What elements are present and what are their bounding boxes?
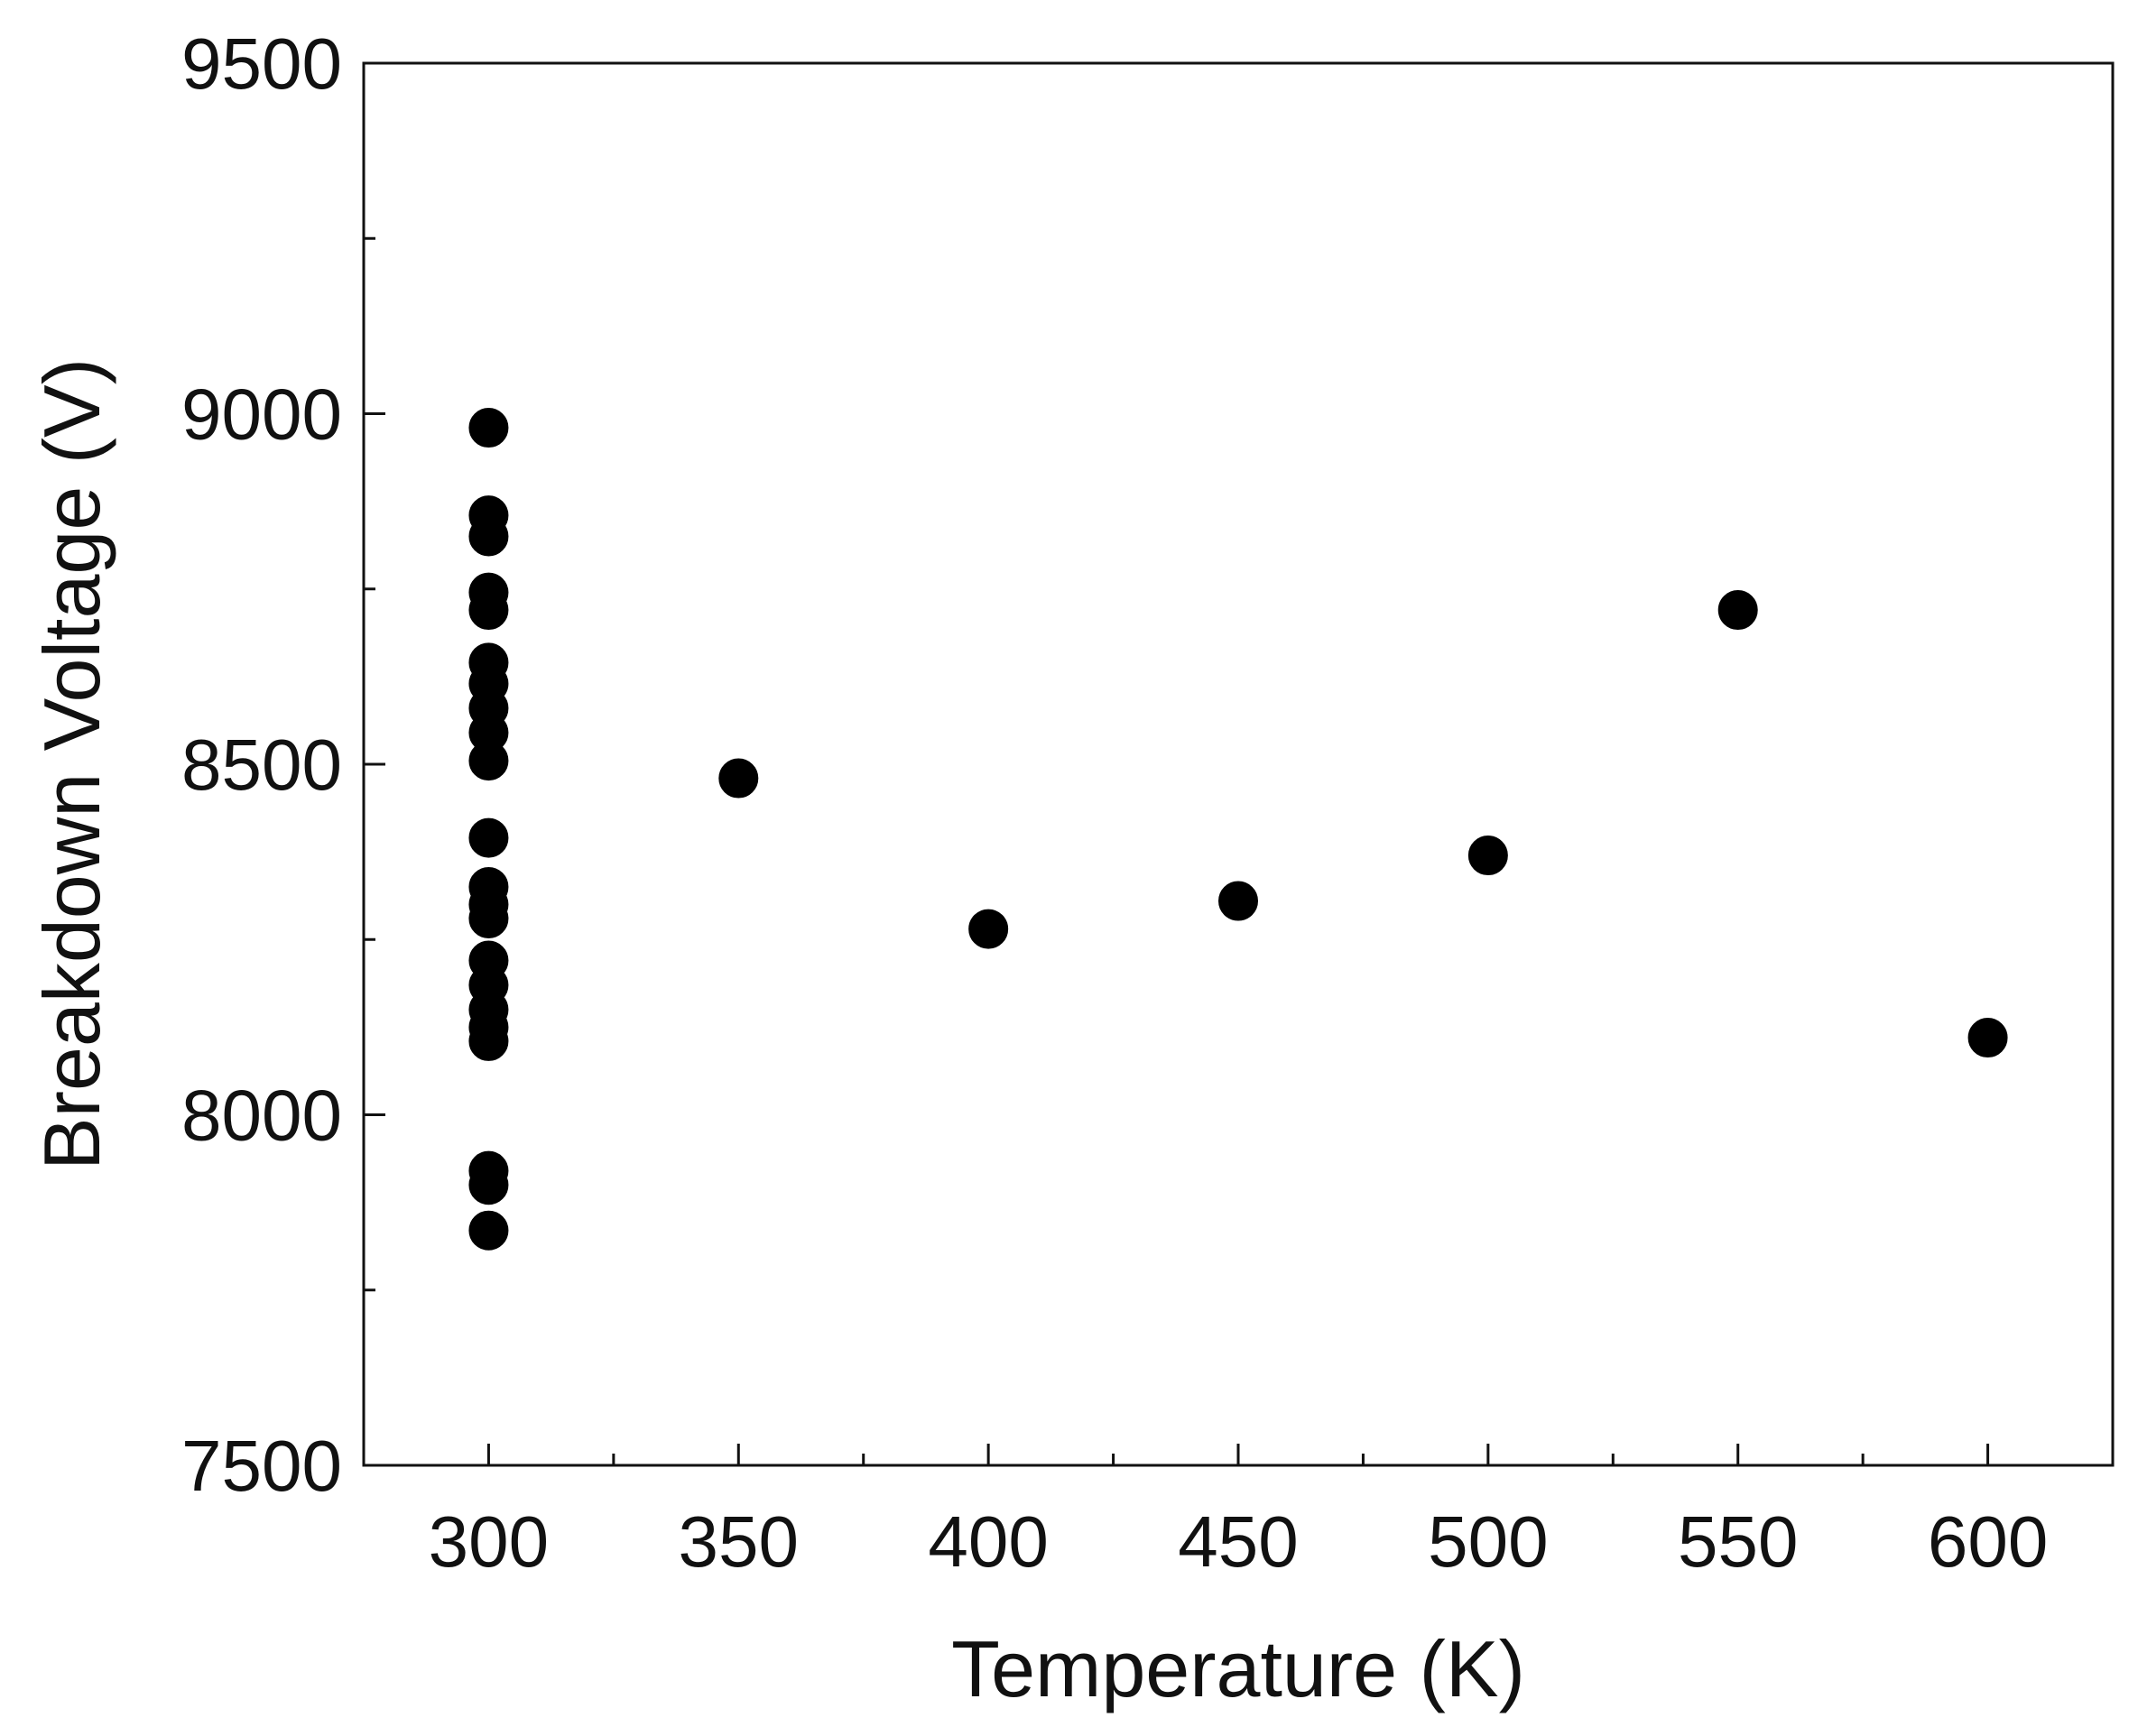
y-tick-label: 9000 xyxy=(181,374,342,455)
y-tick-label: 7500 xyxy=(181,1426,342,1506)
x-minor-ticks xyxy=(612,1454,1865,1465)
y-axis-ticks: 7500 8000 8500 9000 9500 xyxy=(181,23,385,1506)
data-point xyxy=(468,817,509,858)
x-tick-label: 300 xyxy=(429,1501,549,1582)
x-tick-label: 600 xyxy=(1928,1501,2048,1582)
x-tick-label: 400 xyxy=(928,1501,1048,1582)
x-tick-label: 350 xyxy=(679,1501,799,1582)
data-point xyxy=(1218,881,1258,921)
y-tick-label: 8000 xyxy=(181,1076,342,1156)
plot-frame xyxy=(362,61,2115,1467)
data-point xyxy=(718,758,759,799)
data-point xyxy=(468,1020,509,1061)
x-tick-label: 500 xyxy=(1428,1501,1548,1582)
data-point xyxy=(468,516,509,557)
x-tick-label: 550 xyxy=(1678,1501,1798,1582)
y-tick-label: 9500 xyxy=(181,23,342,104)
y-tick-label: 8500 xyxy=(181,725,342,805)
x-axis-title: Temperature (K) xyxy=(951,1624,1525,1713)
data-point xyxy=(468,1210,509,1251)
y-axis-title: Breakdown Voltage (V) xyxy=(27,358,116,1170)
data-point xyxy=(1967,1018,2008,1058)
data-point xyxy=(468,1165,509,1205)
x-axis-ticks: 300 350 400 450 500 550 600 xyxy=(429,1444,2048,1582)
data-point xyxy=(968,909,1009,949)
data-point xyxy=(468,741,509,781)
data-point xyxy=(1717,590,1758,631)
data-point xyxy=(468,590,509,631)
data-points xyxy=(468,408,2008,1251)
data-point xyxy=(468,898,509,938)
data-point xyxy=(1467,836,1508,876)
data-point xyxy=(468,408,509,448)
x-tick-label: 450 xyxy=(1178,1501,1298,1582)
y-minor-ticks xyxy=(364,236,375,1292)
